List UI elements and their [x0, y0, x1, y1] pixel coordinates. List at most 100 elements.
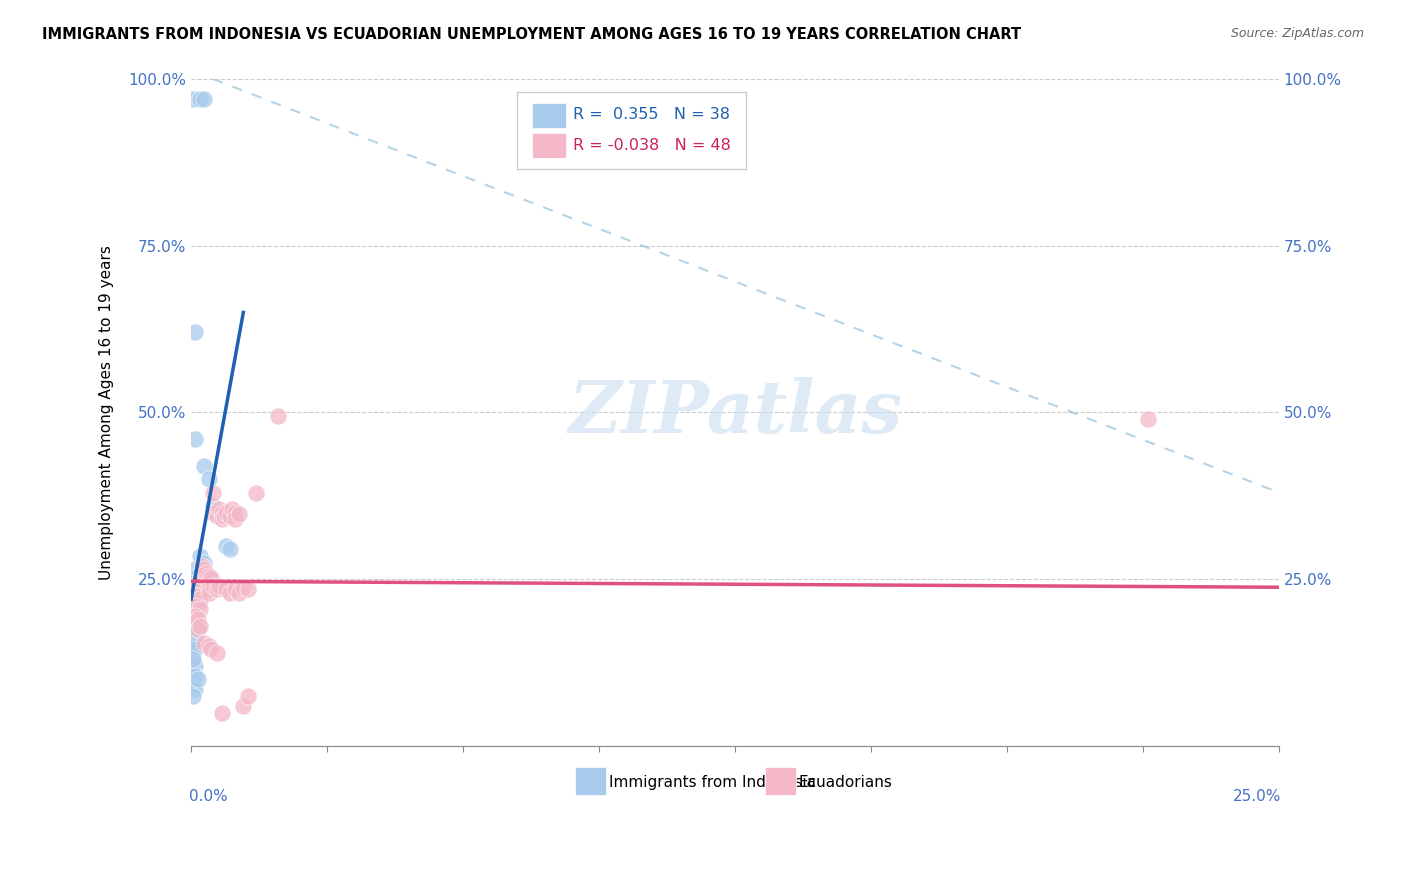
- Point: [215, 539, 238, 553]
- Point: [197, 569, 219, 583]
- Point: [184, 599, 207, 613]
- Point: [193, 556, 215, 570]
- Point: [191, 558, 214, 573]
- Point: [184, 612, 207, 626]
- Point: [181, 652, 204, 666]
- Point: [181, 575, 204, 590]
- Point: [232, 698, 254, 713]
- Point: [200, 571, 222, 585]
- Point: [236, 689, 259, 703]
- Point: [181, 629, 204, 643]
- Point: [184, 592, 207, 607]
- Point: [184, 432, 207, 446]
- Point: [219, 508, 242, 523]
- Point: [187, 575, 209, 590]
- Point: [205, 506, 228, 520]
- Point: [228, 585, 250, 599]
- Text: R =  0.355   N = 38: R = 0.355 N = 38: [572, 107, 730, 122]
- Text: Source: ZipAtlas.com: Source: ZipAtlas.com: [1230, 27, 1364, 40]
- Point: [187, 612, 209, 626]
- Point: [184, 669, 207, 683]
- Point: [236, 582, 259, 597]
- Point: [208, 502, 231, 516]
- Point: [181, 609, 204, 624]
- Point: [187, 569, 209, 583]
- Point: [201, 579, 224, 593]
- Point: [212, 508, 235, 523]
- Point: [184, 682, 207, 697]
- Point: [191, 569, 214, 583]
- Point: [197, 575, 219, 590]
- Point: [1137, 412, 1160, 426]
- Point: [181, 582, 204, 597]
- Point: [211, 512, 233, 526]
- Point: [187, 622, 209, 636]
- Point: [197, 472, 219, 486]
- Point: [219, 585, 242, 599]
- Point: [187, 673, 209, 687]
- Point: [184, 609, 207, 624]
- Point: [205, 508, 228, 523]
- Point: [188, 593, 211, 607]
- Point: [188, 92, 211, 106]
- Point: [228, 507, 250, 521]
- Point: [181, 689, 204, 703]
- Point: [184, 562, 207, 576]
- FancyBboxPatch shape: [517, 92, 747, 169]
- Point: [181, 656, 204, 670]
- Text: Immigrants from Indonesia: Immigrants from Indonesia: [609, 775, 815, 790]
- Point: [181, 92, 204, 106]
- Point: [184, 619, 207, 633]
- Point: [181, 665, 204, 680]
- Point: [224, 582, 246, 597]
- Point: [193, 458, 215, 473]
- Point: [208, 579, 231, 593]
- Y-axis label: Unemployment Among Ages 16 to 19 years: Unemployment Among Ages 16 to 19 years: [100, 245, 114, 580]
- Point: [197, 585, 219, 599]
- Point: [232, 580, 254, 594]
- FancyBboxPatch shape: [531, 103, 567, 128]
- Point: [267, 409, 290, 423]
- Point: [205, 582, 228, 597]
- Point: [215, 506, 238, 520]
- Text: 0.0%: 0.0%: [188, 789, 228, 805]
- Point: [181, 639, 204, 653]
- Text: R = -0.038   N = 48: R = -0.038 N = 48: [572, 138, 731, 153]
- Point: [205, 646, 228, 660]
- Point: [187, 589, 209, 603]
- Point: [193, 562, 215, 576]
- Point: [188, 549, 211, 563]
- FancyBboxPatch shape: [531, 133, 567, 159]
- Point: [201, 499, 224, 513]
- Point: [211, 506, 233, 520]
- Point: [219, 542, 242, 557]
- Point: [211, 706, 233, 720]
- FancyBboxPatch shape: [575, 767, 606, 796]
- Point: [193, 92, 215, 106]
- Point: [201, 506, 224, 520]
- Point: [197, 582, 219, 597]
- Point: [187, 596, 209, 610]
- Point: [184, 659, 207, 673]
- Point: [184, 632, 207, 647]
- Point: [195, 566, 218, 580]
- Point: [193, 635, 215, 649]
- Text: IMMIGRANTS FROM INDONESIA VS ECUADORIAN UNEMPLOYMENT AMONG AGES 16 TO 19 YEARS C: IMMIGRANTS FROM INDONESIA VS ECUADORIAN …: [42, 27, 1021, 42]
- Point: [188, 592, 211, 607]
- Point: [183, 326, 205, 340]
- Point: [224, 506, 246, 520]
- Point: [188, 572, 211, 586]
- Point: [188, 619, 211, 633]
- Point: [184, 642, 207, 657]
- Text: ZIPatlas: ZIPatlas: [568, 377, 903, 448]
- Text: Ecuadorians: Ecuadorians: [799, 775, 891, 790]
- Point: [221, 502, 243, 516]
- Point: [245, 485, 267, 500]
- Point: [181, 589, 204, 603]
- Point: [201, 485, 224, 500]
- Point: [187, 622, 209, 636]
- Point: [215, 582, 238, 597]
- Point: [224, 512, 246, 526]
- Point: [200, 642, 222, 657]
- Point: [188, 602, 211, 616]
